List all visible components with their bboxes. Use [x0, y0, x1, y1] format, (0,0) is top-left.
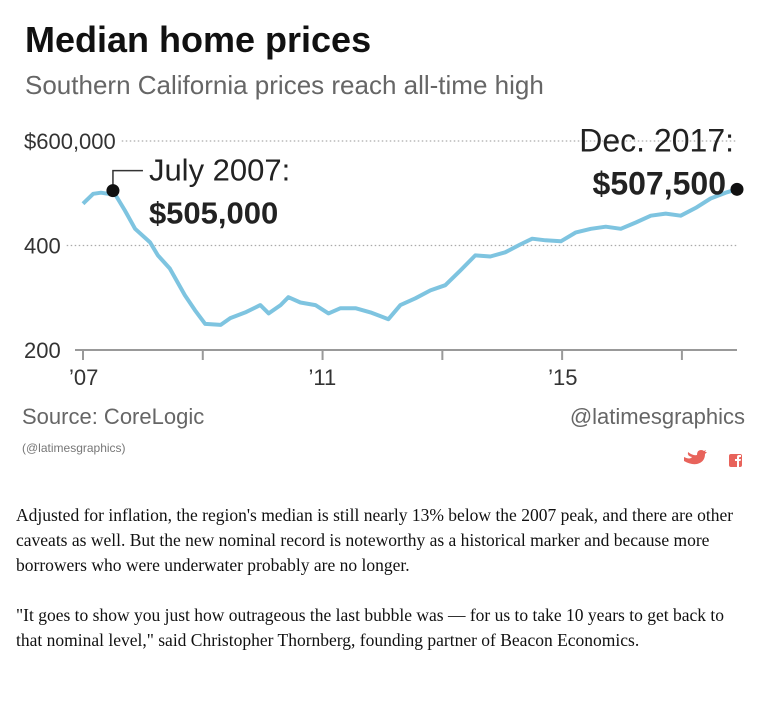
facebook-icon[interactable]	[729, 454, 742, 467]
paragraph: Adjusted for inflation, the region's med…	[16, 505, 734, 575]
annotation-point	[106, 184, 120, 198]
credit: @latimesgraphics	[570, 404, 745, 429]
x-tick-label: ’11	[309, 365, 337, 390]
chart-title: Median home prices	[25, 19, 371, 60]
x-tick-label: ’07	[69, 365, 98, 390]
chart-subtitle: Southern California prices reach all-tim…	[25, 70, 544, 100]
annotation-point	[730, 182, 744, 196]
y-tick-label: 400	[24, 234, 61, 259]
y-tick-label: $600,000	[24, 129, 116, 154]
y-tick-label: 200	[24, 338, 61, 363]
x-tick-label: ’15	[548, 365, 577, 390]
annotation-value: $507,500	[593, 165, 726, 201]
annotation-label: Dec. 2017:	[579, 122, 734, 158]
article: Adjusted for inflation, the region's med…	[16, 503, 751, 678]
embed-credit: (@latimesgraphics)	[22, 441, 126, 455]
annotation-leader	[112, 169, 143, 191]
annotation-label: July 2007:	[149, 153, 290, 188]
paragraph: "It goes to show you just how outrageous…	[16, 605, 724, 650]
chart: Median home prices Southern California p…	[22, 19, 745, 467]
data-line	[81, 187, 738, 327]
twitter-icon[interactable]	[684, 450, 707, 465]
annotation-value: $505,000	[149, 196, 278, 231]
source: Source: CoreLogic	[22, 404, 204, 429]
